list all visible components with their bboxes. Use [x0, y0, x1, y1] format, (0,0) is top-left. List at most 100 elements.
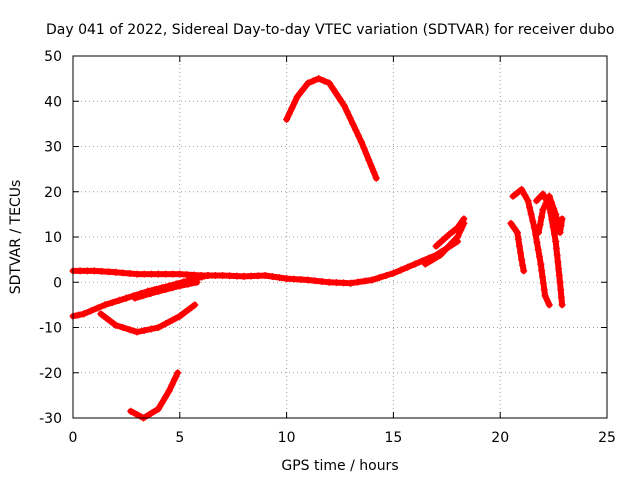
- data-point: [176, 312, 184, 320]
- series-track-a-flat: [69, 238, 461, 287]
- data-point: [168, 381, 176, 389]
- data-point: [558, 215, 566, 223]
- data-point: [513, 229, 521, 236]
- data-point: [119, 324, 127, 331]
- data-point: [283, 115, 291, 123]
- data-point: [181, 308, 189, 316]
- data-point: [375, 274, 383, 282]
- data-point: [191, 301, 199, 309]
- y-tick-label: 10: [44, 230, 62, 246]
- x-tick-label: 0: [69, 430, 78, 446]
- data-point: [329, 85, 337, 93]
- data-point: [340, 279, 348, 287]
- data-point: [133, 270, 141, 278]
- y-tick-label: 0: [53, 275, 62, 291]
- y-axis-label: SDTVAR / TECUs: [8, 180, 24, 295]
- data-point: [519, 261, 527, 269]
- series-band: [283, 75, 380, 182]
- data-point: [357, 138, 365, 146]
- y-tick-label: 40: [44, 94, 62, 110]
- data-point: [361, 277, 369, 285]
- data-point: [318, 278, 326, 285]
- data-point: [311, 277, 319, 285]
- data-point: [389, 269, 397, 277]
- data-point: [154, 324, 162, 331]
- data-point: [288, 104, 296, 112]
- data-point: [520, 267, 528, 275]
- data-point: [158, 399, 166, 407]
- x-tick-labels: 0 5 10 15 20 25: [69, 430, 616, 446]
- grid: [73, 56, 607, 418]
- data-point: [557, 293, 565, 301]
- data-point: [169, 316, 177, 324]
- data-point: [127, 407, 135, 415]
- data-point: [105, 268, 113, 276]
- x-tick-label: 5: [175, 430, 184, 446]
- data-point: [529, 217, 537, 225]
- x-tick-label: 20: [491, 430, 509, 446]
- data-point: [536, 221, 544, 229]
- data-point: [126, 270, 134, 277]
- data-point: [550, 204, 558, 212]
- data-point: [147, 270, 155, 278]
- y-tick-label: -20: [39, 366, 62, 382]
- data-point: [551, 230, 558, 238]
- data-point: [193, 278, 201, 286]
- data-point: [515, 242, 523, 250]
- data-point: [162, 320, 170, 328]
- data-point: [558, 301, 566, 309]
- data-point: [325, 79, 333, 87]
- data-point: [162, 270, 170, 278]
- data-point: [147, 290, 155, 298]
- data-point: [445, 242, 453, 250]
- data-point: [254, 272, 262, 280]
- data-point: [527, 210, 535, 218]
- data-point: [557, 286, 565, 294]
- data-point: [517, 249, 524, 257]
- data-point: [204, 272, 212, 279]
- data-point: [552, 238, 560, 245]
- data-point: [154, 270, 162, 278]
- data-point: [556, 229, 564, 236]
- data-point: [147, 410, 155, 417]
- series-track-h-cluster4: [535, 192, 566, 236]
- series-band: [127, 369, 181, 421]
- data-point: [140, 327, 148, 334]
- data-point: [87, 307, 95, 315]
- data-point: [539, 206, 547, 214]
- data-point: [94, 304, 102, 312]
- data-point: [101, 301, 109, 309]
- data-point: [545, 301, 553, 309]
- data-point: [107, 318, 115, 325]
- data-point: [355, 132, 362, 140]
- data-point: [268, 273, 276, 280]
- data-point: [226, 272, 234, 280]
- data-series: [69, 75, 566, 422]
- data-point: [449, 238, 457, 245]
- data-point: [541, 292, 549, 300]
- x-tick-label: 15: [384, 430, 402, 446]
- data-point: [108, 299, 116, 307]
- data-point: [97, 310, 105, 318]
- data-point: [368, 276, 376, 284]
- y-tick-label: -10: [39, 321, 62, 337]
- data-point: [370, 168, 378, 176]
- series-track-c-wedge: [131, 278, 201, 302]
- data-point: [198, 273, 206, 281]
- data-point: [171, 375, 179, 383]
- data-point: [421, 260, 429, 268]
- data-point: [285, 110, 293, 118]
- x-tick-label: 10: [278, 430, 296, 446]
- data-point: [233, 272, 241, 280]
- data-point: [445, 231, 453, 239]
- data-point: [432, 242, 440, 250]
- data-point: [320, 77, 328, 85]
- data-point: [332, 279, 340, 287]
- data-point: [183, 271, 191, 279]
- data-point: [276, 274, 283, 282]
- data-point: [397, 266, 404, 274]
- data-point: [176, 282, 184, 290]
- y-tick-label: 20: [44, 185, 62, 201]
- data-point: [83, 267, 91, 275]
- data-point: [154, 287, 162, 295]
